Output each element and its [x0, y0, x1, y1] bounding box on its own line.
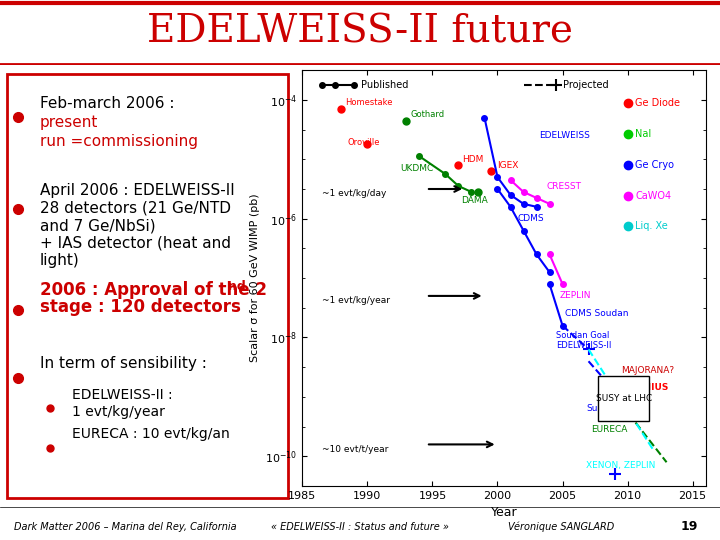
Text: EDELWEISS-II :: EDELWEISS-II :	[72, 388, 173, 402]
Text: ~10 evt/t/year: ~10 evt/t/year	[322, 444, 388, 454]
Text: UKDMC: UKDMC	[400, 164, 433, 173]
Text: Véronique SANGLARD: Véronique SANGLARD	[508, 522, 615, 532]
Text: present: present	[40, 116, 98, 130]
Text: Ge Diode: Ge Diode	[635, 98, 680, 108]
Text: Feb-march 2006 :: Feb-march 2006 :	[40, 96, 179, 111]
Text: Ge Cryo: Ge Cryo	[635, 160, 675, 170]
Text: DAMA: DAMA	[461, 197, 488, 205]
Text: stage : 120 detectors: stage : 120 detectors	[40, 298, 240, 316]
Text: EDELWEISS-II future: EDELWEISS-II future	[147, 14, 573, 51]
Text: CRESST: CRESST	[547, 181, 582, 191]
Text: and 7 Ge/NbSi): and 7 Ge/NbSi)	[40, 218, 156, 233]
Text: In term of sensibility :: In term of sensibility :	[40, 356, 207, 371]
Y-axis label: Scalar σ for 60 GeV WIMP (pb): Scalar σ for 60 GeV WIMP (pb)	[250, 194, 260, 362]
Text: Gothard: Gothard	[410, 110, 444, 119]
Text: ZEPLIN: ZEPLIN	[560, 292, 591, 300]
Text: HDM: HDM	[462, 155, 484, 164]
Text: XENON, ZEPLIN: XENON, ZEPLIN	[586, 461, 655, 470]
Text: « EDELWEISS-II : Status and future »: « EDELWEISS-II : Status and future »	[271, 522, 449, 532]
Text: IGEX: IGEX	[498, 161, 519, 170]
Text: 28 detectors (21 Ge/NTD: 28 detectors (21 Ge/NTD	[40, 201, 230, 215]
Text: 19: 19	[681, 520, 698, 534]
Text: Homestake: Homestake	[346, 98, 393, 107]
Text: nd: nd	[228, 280, 246, 293]
Text: SuperCDMS: SuperCDMS	[586, 404, 639, 413]
Text: run =commissioning: run =commissioning	[40, 134, 197, 149]
Text: CaWO4: CaWO4	[635, 191, 672, 200]
Text: Projected: Projected	[562, 80, 608, 90]
Text: SUSY at LHC: SUSY at LHC	[595, 394, 652, 403]
Text: Published: Published	[361, 80, 408, 90]
X-axis label: Year: Year	[491, 507, 517, 519]
Text: EURECA: EURECA	[591, 425, 628, 434]
Text: April 2006 : EDELWEISS-II: April 2006 : EDELWEISS-II	[40, 183, 234, 198]
Text: EURECA : 10 evt/kg/an: EURECA : 10 evt/kg/an	[72, 427, 230, 441]
Text: CDMS: CDMS	[517, 214, 544, 223]
Text: GENIUS: GENIUS	[630, 383, 669, 393]
Text: Liq. Xe: Liq. Xe	[635, 221, 668, 232]
FancyBboxPatch shape	[7, 73, 288, 498]
Text: 2006 : Approval of the 2: 2006 : Approval of the 2	[40, 281, 266, 299]
Text: Oroville: Oroville	[348, 138, 380, 147]
FancyBboxPatch shape	[598, 376, 649, 421]
Text: + IAS detector (heat and: + IAS detector (heat and	[40, 235, 230, 251]
Text: EDELWEISS: EDELWEISS	[539, 131, 590, 140]
Text: Dark Matter 2006 – Marina del Rey, California: Dark Matter 2006 – Marina del Rey, Calif…	[14, 522, 237, 532]
Text: Soudan Goal
EDELWEISS-II: Soudan Goal EDELWEISS-II	[556, 331, 611, 350]
Text: ~1 evt/kg/day: ~1 evt/kg/day	[322, 189, 387, 198]
Text: MAJORANA?: MAJORANA?	[621, 366, 674, 375]
Text: light): light)	[40, 253, 79, 268]
Text: NaI: NaI	[635, 129, 652, 139]
Text: CDMS Soudan: CDMS Soudan	[565, 309, 629, 318]
Text: ~1 evt/kg/year: ~1 evt/kg/year	[322, 296, 390, 305]
Text: 1 evt/kg/year: 1 evt/kg/year	[72, 405, 165, 419]
